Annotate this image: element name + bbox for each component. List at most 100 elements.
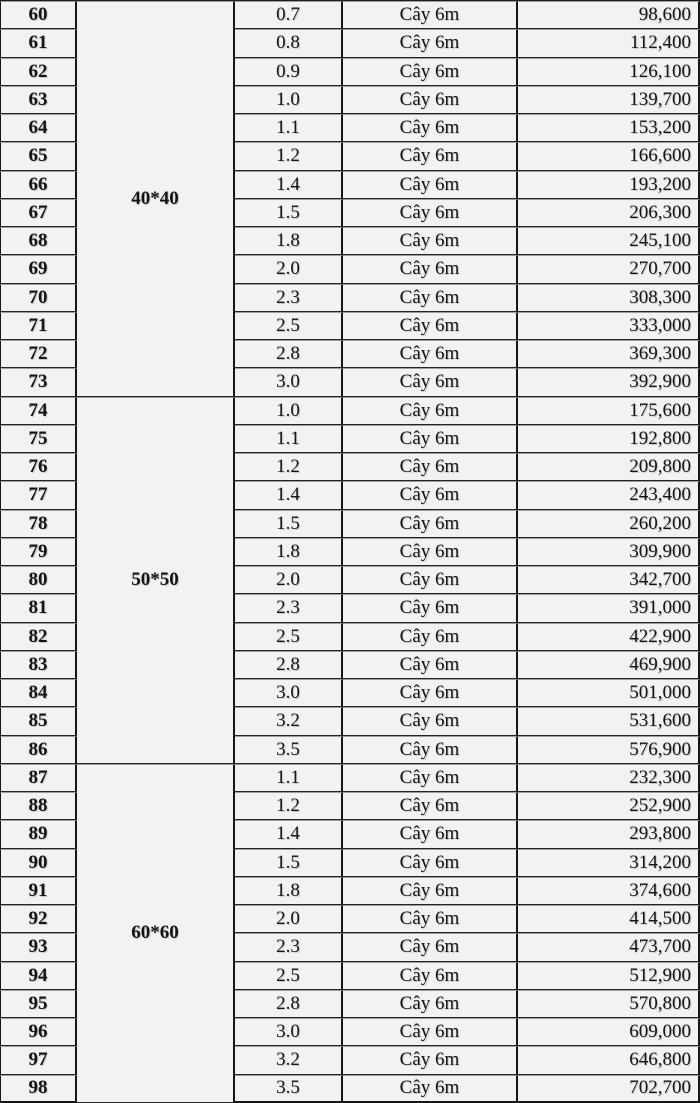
table-row: 91 1.8 Cây 6m 374,600 — [0, 876, 700, 905]
table-row: 83 2.8 Cây 6m 469,900 — [0, 650, 700, 679]
thickness-cell: 2.3 — [235, 594, 343, 623]
unit-cell: Cây 6m — [343, 905, 518, 934]
unit-cell: Cây 6m — [343, 566, 518, 595]
thickness-cell: 1.0 — [235, 396, 343, 425]
unit-cell: Cây 6m — [343, 1018, 518, 1047]
thickness-cell: 1.4 — [235, 170, 343, 199]
row-number-cell: 61 — [0, 29, 77, 58]
thickness-cell: 1.5 — [235, 198, 343, 227]
table-row: 69 2.0 Cây 6m 270,700 — [0, 255, 700, 284]
row-number-cell: 66 — [0, 170, 77, 199]
thickness-cell: 2.5 — [235, 311, 343, 340]
unit-cell: Cây 6m — [343, 735, 518, 764]
row-number-cell: 63 — [0, 85, 77, 114]
unit-cell: Cây 6m — [343, 876, 518, 905]
price-cell: 391,000 — [518, 594, 700, 623]
thickness-cell: 2.0 — [235, 566, 343, 595]
table-row: 94 2.5 Cây 6m 512,900 — [0, 961, 700, 990]
price-cell: 342,700 — [518, 566, 700, 595]
size-group-cell: 40*40 — [77, 1, 235, 397]
table-row: 96 3.0 Cây 6m 609,000 — [0, 1018, 700, 1047]
table-row: 64 1.1 Cây 6m 153,200 — [0, 114, 700, 143]
price-cell: 576,900 — [518, 735, 700, 764]
price-cell: 243,400 — [518, 481, 700, 510]
unit-cell: Cây 6m — [343, 622, 518, 651]
table-row: 92 2.0 Cây 6m 414,500 — [0, 905, 700, 934]
unit-cell: Cây 6m — [343, 509, 518, 538]
table-row: 98 3.5 Cây 6m 702,700 — [0, 1074, 700, 1103]
price-cell: 512,900 — [518, 961, 700, 990]
row-number-cell: 90 — [0, 848, 77, 877]
row-number-cell: 89 — [0, 820, 77, 849]
price-cell: 501,000 — [518, 679, 700, 708]
price-cell: 570,800 — [518, 989, 700, 1018]
unit-cell: Cây 6m — [343, 961, 518, 990]
price-cell: 245,100 — [518, 227, 700, 256]
unit-cell: Cây 6m — [343, 1, 518, 30]
thickness-cell: 1.4 — [235, 820, 343, 849]
unit-cell: Cây 6m — [343, 227, 518, 256]
price-cell: 473,700 — [518, 933, 700, 962]
row-number-cell: 71 — [0, 311, 77, 340]
unit-cell: Cây 6m — [343, 594, 518, 623]
row-number-cell: 94 — [0, 961, 77, 990]
row-number-cell: 84 — [0, 679, 77, 708]
table-row: 73 3.0 Cây 6m 392,900 — [0, 368, 700, 397]
price-cell: 333,000 — [518, 311, 700, 340]
thickness-cell: 1.1 — [235, 424, 343, 453]
unit-cell: Cây 6m — [343, 1074, 518, 1103]
table-row: 85 3.2 Cây 6m 531,600 — [0, 707, 700, 736]
table-row: 89 1.4 Cây 6m 293,800 — [0, 820, 700, 849]
price-cell: 314,200 — [518, 848, 700, 877]
row-number-cell: 96 — [0, 1018, 77, 1047]
thickness-cell: 3.0 — [235, 679, 343, 708]
row-number-cell: 81 — [0, 594, 77, 623]
row-number-cell: 75 — [0, 424, 77, 453]
unit-cell: Cây 6m — [343, 283, 518, 312]
row-number-cell: 72 — [0, 340, 77, 369]
table-row: 88 1.2 Cây 6m 252,900 — [0, 792, 700, 821]
thickness-cell: 3.5 — [235, 735, 343, 764]
row-number-cell: 91 — [0, 876, 77, 905]
row-number-cell: 74 — [0, 396, 77, 425]
unit-cell: Cây 6m — [343, 679, 518, 708]
unit-cell: Cây 6m — [343, 537, 518, 566]
row-number-cell: 83 — [0, 650, 77, 679]
thickness-cell: 1.1 — [235, 114, 343, 143]
unit-cell: Cây 6m — [343, 170, 518, 199]
thickness-cell: 3.2 — [235, 707, 343, 736]
unit-cell: Cây 6m — [343, 820, 518, 849]
row-number-cell: 85 — [0, 707, 77, 736]
price-cell: 153,200 — [518, 114, 700, 143]
thickness-cell: 3.2 — [235, 1046, 343, 1075]
unit-cell: Cây 6m — [343, 481, 518, 510]
size-group-cell: 50*50 — [77, 396, 235, 764]
table-row: 62 0.9 Cây 6m 126,100 — [0, 57, 700, 86]
price-cell: 175,600 — [518, 396, 700, 425]
table-row: 60 40*40 0.7 Cây 6m 98,600 — [0, 1, 700, 397]
price-cell: 308,300 — [518, 283, 700, 312]
thickness-cell: 2.3 — [235, 933, 343, 962]
price-cell: 531,600 — [518, 707, 700, 736]
thickness-cell: 2.3 — [235, 283, 343, 312]
row-number-cell: 98 — [0, 1074, 77, 1103]
price-cell: 209,800 — [518, 453, 700, 482]
thickness-cell: 1.2 — [235, 453, 343, 482]
row-number-cell: 78 — [0, 509, 77, 538]
table-row: 76 1.2 Cây 6m 209,800 — [0, 453, 700, 482]
table-row: 72 2.8 Cây 6m 369,300 — [0, 340, 700, 369]
table-row: 86 3.5 Cây 6m 576,900 — [0, 735, 700, 764]
price-cell: 260,200 — [518, 509, 700, 538]
row-number-cell: 86 — [0, 735, 77, 764]
table-row: 87 60*60 1.1 Cây 6m 232,300 — [0, 763, 700, 1103]
thickness-cell: 2.8 — [235, 989, 343, 1018]
unit-cell: Cây 6m — [343, 848, 518, 877]
row-number-cell: 97 — [0, 1046, 77, 1075]
table-row: 78 1.5 Cây 6m 260,200 — [0, 509, 700, 538]
price-cell: 206,300 — [518, 198, 700, 227]
unit-cell: Cây 6m — [343, 340, 518, 369]
table-row: 61 0.8 Cây 6m 112,400 — [0, 29, 700, 58]
table-row: 67 1.5 Cây 6m 206,300 — [0, 198, 700, 227]
thickness-cell: 1.2 — [235, 792, 343, 821]
